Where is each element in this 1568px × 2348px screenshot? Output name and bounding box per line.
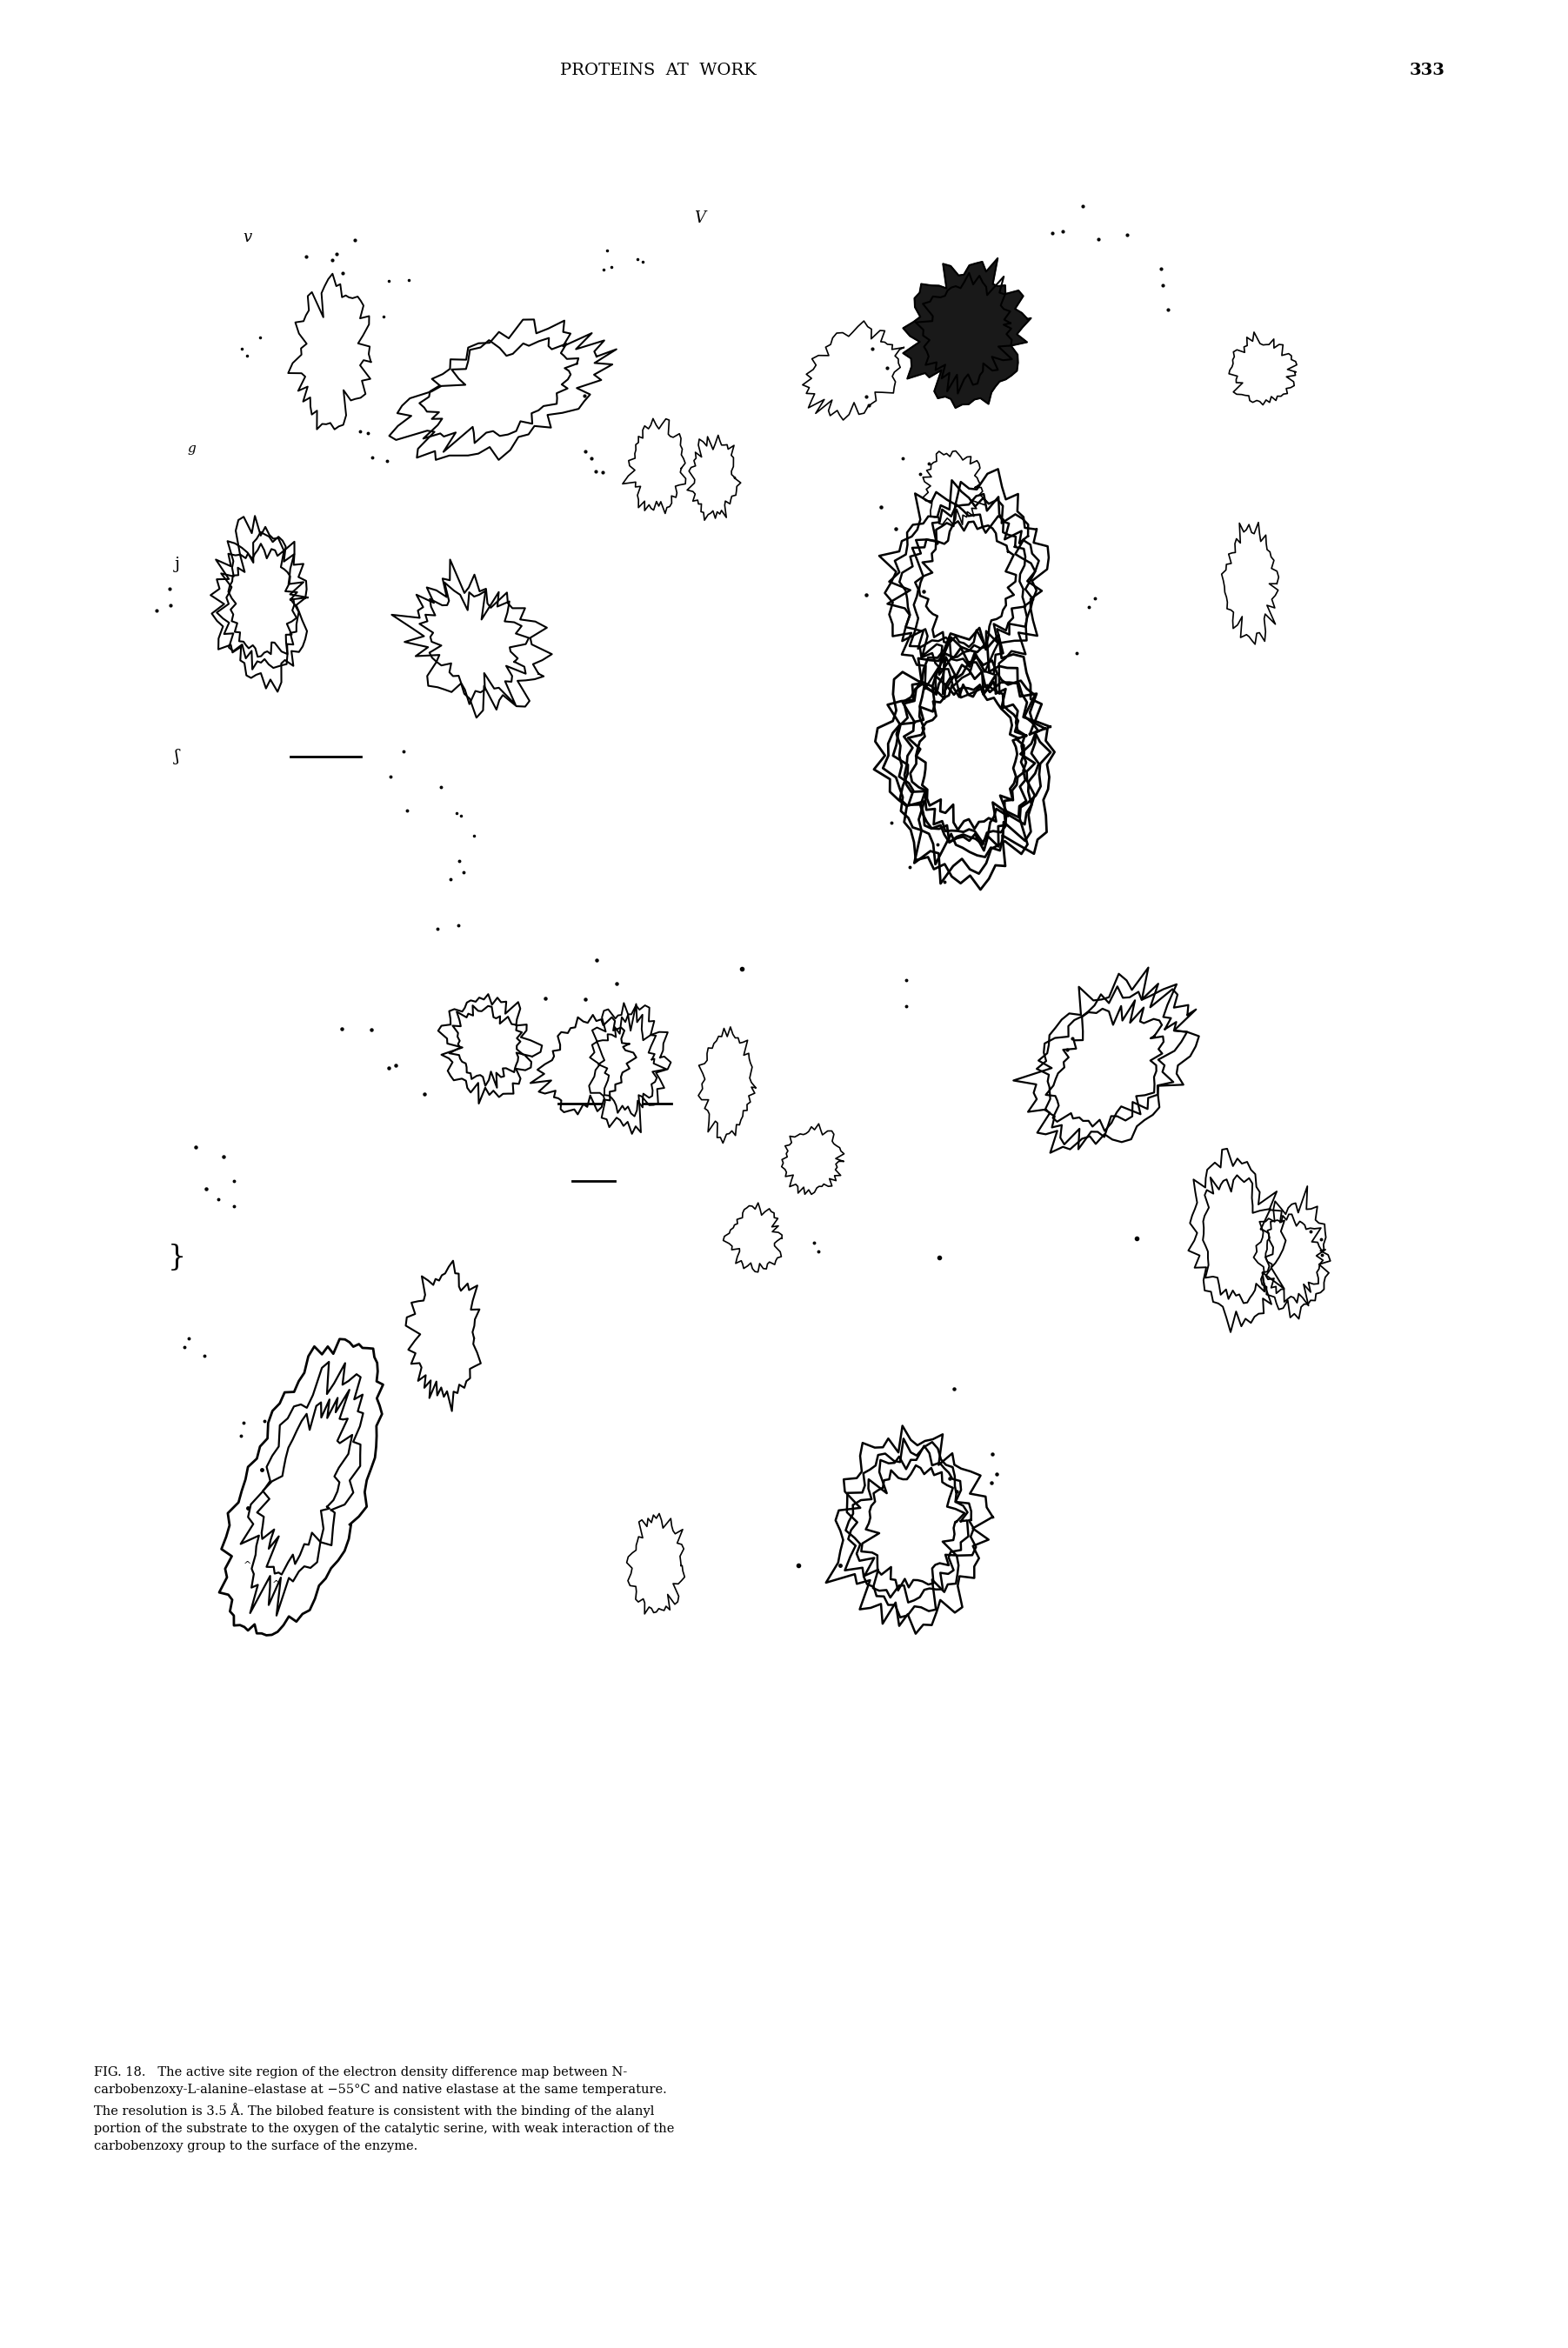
Text: ^: ^ (243, 1561, 252, 1571)
Text: }: } (168, 1244, 187, 1273)
Polygon shape (903, 258, 1032, 409)
Text: v: v (243, 230, 252, 244)
Text: j: j (174, 556, 180, 573)
Text: ^: ^ (271, 1580, 281, 1590)
Text: FIG. 18.   The active site region of the electron density difference map between: FIG. 18. The active site region of the e… (94, 2066, 674, 2153)
Text: ʃ: ʃ (176, 749, 179, 765)
Text: 333: 333 (1410, 63, 1444, 77)
Text: g: g (187, 444, 196, 456)
Text: V: V (693, 209, 706, 225)
Text: PROTEINS  AT  WORK: PROTEINS AT WORK (560, 63, 757, 77)
